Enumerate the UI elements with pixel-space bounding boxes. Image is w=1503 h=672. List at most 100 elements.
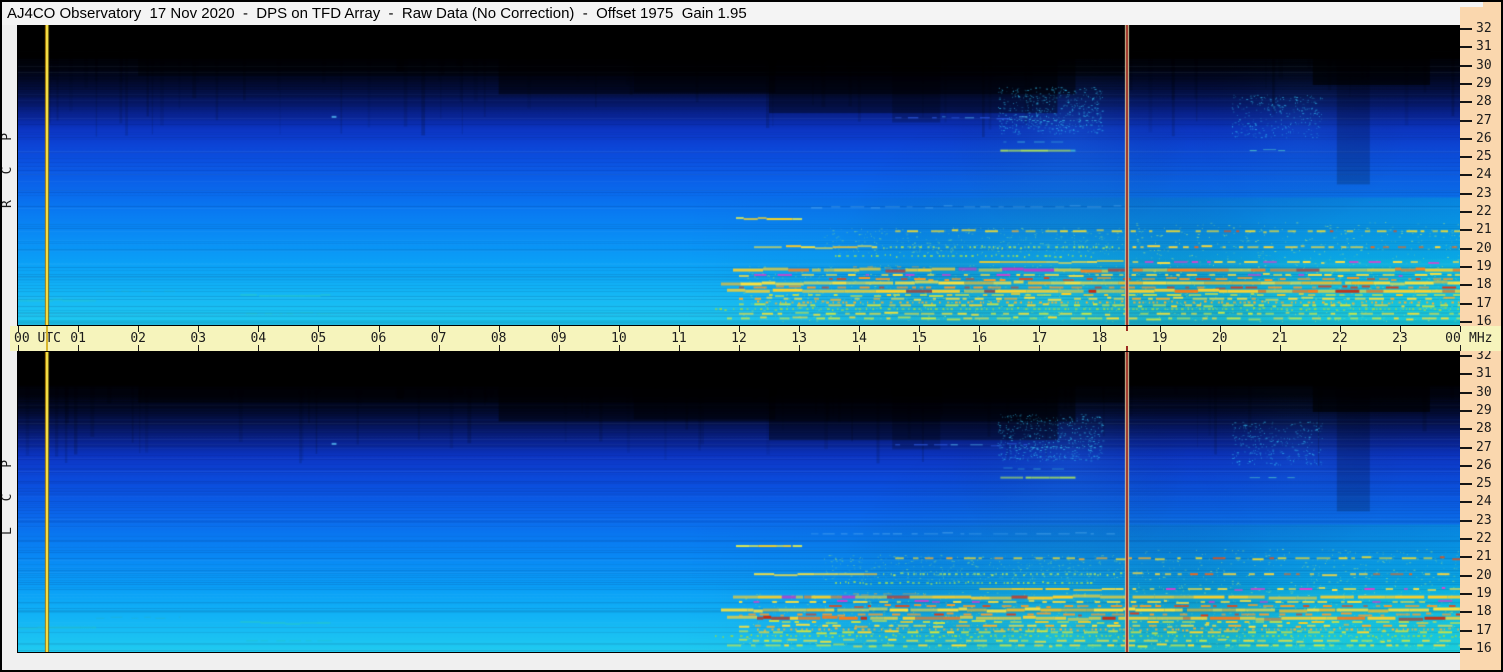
freq-label-rcp-17: 17 bbox=[1476, 295, 1492, 311]
freq-label-lcp-20: 20 bbox=[1476, 567, 1492, 583]
freq-label-lcp-31: 31 bbox=[1476, 366, 1492, 382]
time-label-20: 20 bbox=[1211, 331, 1228, 346]
freq-label-lcp-26: 26 bbox=[1476, 457, 1492, 473]
time-axis: MHz 00 UTC 01 02 03 04 05 06 07 08 09 10 11 12 13 14 15… bbox=[10, 326, 1501, 351]
freq-label-lcp-16: 16 bbox=[1476, 640, 1492, 656]
freq-tick-rcp-27 bbox=[1460, 119, 1472, 122]
freq-tick-lcp-16 bbox=[1460, 647, 1472, 650]
freq-label-lcp-25: 25 bbox=[1476, 476, 1492, 492]
time-label-12: 12 bbox=[731, 331, 747, 346]
time-tick-top-4 bbox=[258, 326, 260, 332]
time-tick-top-5 bbox=[318, 326, 320, 332]
freq-tick-rcp-31 bbox=[1460, 46, 1472, 49]
time-tick-bottom-9 bbox=[558, 345, 560, 351]
freq-tick-lcp-27 bbox=[1460, 446, 1472, 449]
time-tick-top-23 bbox=[1399, 326, 1401, 332]
time-tick-bottom-16 bbox=[979, 345, 981, 351]
time-tick-top-3 bbox=[198, 326, 200, 332]
time-tick-bottom-7 bbox=[438, 345, 440, 351]
freq-label-rcp-27: 27 bbox=[1476, 112, 1492, 128]
freq-tick-rcp-23 bbox=[1460, 192, 1472, 195]
time-label-1: 01 bbox=[70, 331, 86, 346]
freq-tick-lcp-32 bbox=[1460, 355, 1472, 357]
event-line-axis-mark-0 bbox=[46, 326, 49, 351]
time-label-14: 14 bbox=[851, 331, 867, 346]
freq-label-lcp-17: 17 bbox=[1476, 622, 1492, 638]
time-label-8: 08 bbox=[490, 331, 507, 346]
time-tick-top-21 bbox=[1279, 326, 1281, 332]
polarization-label-rcp: R C P bbox=[0, 123, 15, 208]
event-line-axis-mark-1 bbox=[1126, 326, 1129, 331]
freq-label-rcp-20: 20 bbox=[1476, 240, 1492, 256]
time-tick-top-1 bbox=[78, 326, 80, 332]
freq-tick-lcp-24 bbox=[1460, 501, 1472, 504]
event-line-axis-mark-1b bbox=[1126, 346, 1129, 351]
time-label-15: 15 bbox=[911, 331, 928, 346]
freq-label-lcp-22: 22 bbox=[1476, 531, 1492, 546]
freq-tick-rcp-25 bbox=[1460, 156, 1472, 159]
time-label-23: 23 bbox=[1392, 331, 1408, 346]
frequency-unit-label: MHz bbox=[1469, 331, 1493, 346]
time-tick-top-12 bbox=[739, 326, 740, 332]
time-label-21: 21 bbox=[1271, 331, 1288, 346]
spectrogram-rcp bbox=[17, 24, 1461, 326]
corner-patch bbox=[1460, 2, 1483, 7]
time-tick-top-20 bbox=[1219, 326, 1221, 332]
freq-label-rcp-31: 31 bbox=[1476, 39, 1492, 55]
freq-label-rcp-26: 26 bbox=[1476, 130, 1492, 146]
time-tick-top-16 bbox=[979, 326, 981, 332]
time-tick-top-18 bbox=[1099, 326, 1101, 332]
time-tick-top-6 bbox=[378, 326, 380, 332]
time-tick-bottom-14 bbox=[859, 345, 861, 351]
freq-label-rcp-22: 22 bbox=[1476, 204, 1492, 219]
freq-label-rcp-29: 29 bbox=[1476, 75, 1492, 91]
freq-label-lcp-23: 23 bbox=[1476, 512, 1492, 528]
time-tick-bottom-19 bbox=[1159, 345, 1161, 351]
freq-label-rcp-28: 28 bbox=[1476, 94, 1492, 110]
freq-label-rcp-24: 24 bbox=[1476, 167, 1492, 183]
time-label-0: 00 UTC bbox=[14, 331, 61, 346]
time-tick-bottom-2 bbox=[138, 345, 140, 351]
time-tick-bottom-6 bbox=[378, 345, 380, 351]
freq-tick-lcp-28 bbox=[1460, 428, 1472, 431]
freq-tick-lcp-30 bbox=[1460, 391, 1472, 394]
freq-tick-rcp-18 bbox=[1460, 284, 1472, 287]
time-tick-bottom-22 bbox=[1339, 345, 1341, 351]
freq-label-lcp-19: 19 bbox=[1476, 585, 1492, 601]
time-label-6: 06 bbox=[370, 331, 387, 346]
freq-tick-rcp-26 bbox=[1460, 137, 1472, 140]
time-tick-bottom-24 bbox=[1460, 345, 1461, 351]
time-tick-bottom-10 bbox=[618, 345, 620, 351]
time-tick-top-24 bbox=[1460, 326, 1461, 332]
freq-tick-rcp-21 bbox=[1460, 229, 1472, 232]
freq-tick-lcp-17 bbox=[1460, 629, 1472, 632]
freq-tick-rcp-20 bbox=[1460, 247, 1472, 250]
time-tick-bottom-21 bbox=[1279, 345, 1281, 351]
freq-tick-lcp-20 bbox=[1460, 574, 1472, 577]
time-label-3: 03 bbox=[190, 331, 207, 346]
time-label-2: 02 bbox=[130, 331, 146, 346]
freq-label-rcp-16: 16 bbox=[1476, 313, 1492, 329]
freq-label-rcp-30: 30 bbox=[1476, 57, 1492, 73]
time-label-7: 07 bbox=[430, 331, 447, 346]
freq-label-lcp-32: 32 bbox=[1476, 348, 1492, 363]
freq-tick-lcp-22 bbox=[1460, 538, 1472, 540]
freq-label-lcp-27: 27 bbox=[1476, 439, 1492, 455]
freq-label-lcp-30: 30 bbox=[1476, 384, 1492, 400]
time-tick-top-9 bbox=[558, 326, 560, 332]
freq-label-lcp-29: 29 bbox=[1476, 402, 1492, 418]
time-tick-bottom-13 bbox=[799, 345, 801, 351]
time-tick-bottom-0 bbox=[18, 345, 19, 351]
time-label-18: 18 bbox=[1091, 331, 1108, 346]
time-tick-bottom-12 bbox=[739, 345, 740, 351]
time-tick-top-7 bbox=[438, 326, 440, 332]
freq-tick-lcp-31 bbox=[1460, 373, 1472, 376]
freq-tick-lcp-29 bbox=[1460, 409, 1472, 412]
time-label-17: 17 bbox=[1031, 331, 1048, 346]
freq-tick-rcp-24 bbox=[1460, 174, 1472, 177]
time-label-4: 04 bbox=[250, 331, 267, 346]
spectrogram-lcp bbox=[17, 351, 1461, 653]
freq-label-rcp-19: 19 bbox=[1476, 258, 1492, 274]
freq-tick-rcp-16 bbox=[1460, 320, 1472, 323]
